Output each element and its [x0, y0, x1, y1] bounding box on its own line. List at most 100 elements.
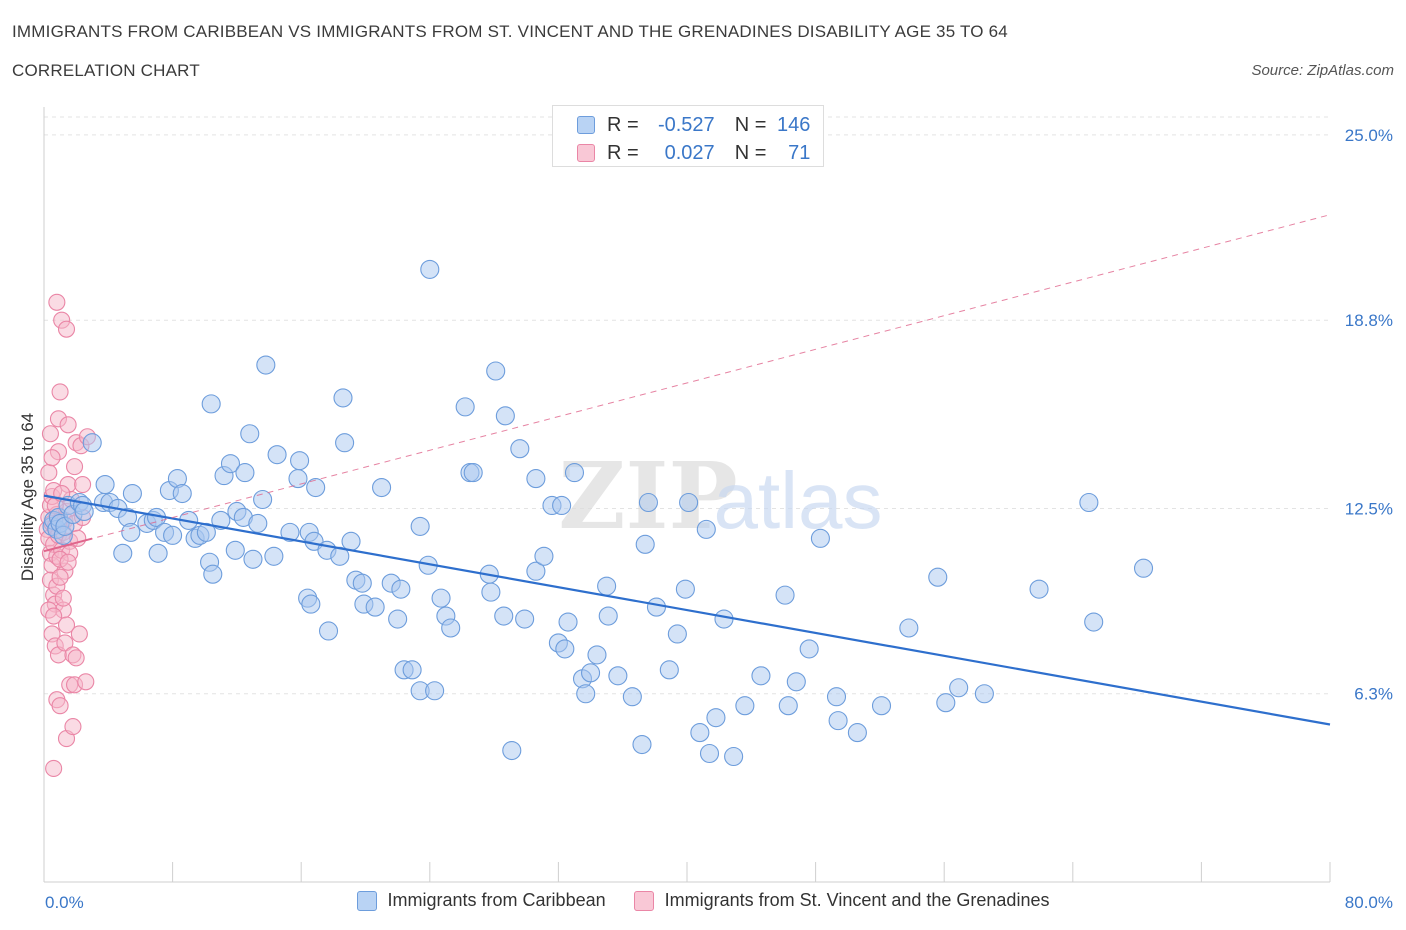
- caribbean-point: [936, 693, 956, 713]
- source-credit: Source: ZipAtlas.com: [1251, 62, 1394, 79]
- st-vincent-trend-line: [43, 214, 1331, 552]
- caribbean-point: [706, 708, 726, 728]
- caribbean-point: [425, 681, 445, 701]
- caribbean-point: [172, 483, 192, 504]
- caribbean-point: [659, 660, 679, 680]
- st-vincent-point: [74, 476, 92, 494]
- grid-lines: [44, 116, 1330, 695]
- caribbean-point: [267, 445, 287, 465]
- caribbean-point: [196, 522, 216, 542]
- r-value: 0.027: [664, 141, 715, 164]
- caribbean-point: [420, 259, 440, 279]
- st-vincent-trend-solid: [43, 537, 93, 553]
- stats-row-caribbean: R = -0.527 N = 146: [577, 113, 810, 137]
- caribbean-point: [526, 561, 546, 581]
- caribbean-point: [580, 663, 601, 683]
- caribbean-trend-line: [43, 494, 1331, 726]
- st-vincent-point: [64, 718, 82, 736]
- caribbean-point: [290, 451, 310, 471]
- caribbean-point: [690, 723, 710, 743]
- y-tick-label: 12.5%: [1345, 499, 1393, 518]
- watermark-atlas: atlas: [714, 456, 883, 545]
- chart-subtitle: CORRELATION CHART: [12, 61, 200, 80]
- st-vincent-point: [77, 673, 95, 691]
- caribbean-point: [455, 397, 475, 417]
- st-vincent-point: [51, 383, 69, 401]
- st-vincent-point: [48, 293, 66, 311]
- caribbean-point: [301, 594, 321, 614]
- caribbean-point: [240, 424, 260, 444]
- y-axis-label: Disability Age 35 to 64: [18, 413, 37, 581]
- caribbean-point: [148, 543, 168, 563]
- caribbean-point: [555, 639, 575, 659]
- caribbean-point: [638, 492, 658, 513]
- caribbean-point: [679, 492, 699, 513]
- caribbean-point: [558, 612, 578, 632]
- caribbean-point: [928, 567, 948, 587]
- r-value: -0.527: [657, 113, 715, 136]
- x-tick-label: 80.0%: [1345, 893, 1393, 912]
- st-vincent-point: [59, 416, 77, 434]
- caribbean-point: [828, 711, 848, 731]
- caribbean-point: [113, 543, 133, 563]
- chart-title: IMMIGRANTS FROM CARIBBEAN VS IMMIGRANTS …: [12, 22, 1008, 41]
- caribbean-point: [799, 639, 819, 659]
- caribbean-point: [243, 549, 263, 569]
- st-vincent-point: [51, 697, 69, 715]
- caribbean-point: [646, 597, 667, 617]
- caribbean-point: [253, 489, 273, 510]
- st-vincent-point: [41, 425, 59, 443]
- caribbean-point: [341, 531, 361, 551]
- caribbean-point: [1079, 492, 1099, 513]
- caribbean-point: [826, 687, 847, 707]
- caribbean-point: [95, 475, 115, 495]
- caribbean-swatch: [577, 116, 595, 134]
- caribbean-point: [335, 433, 355, 453]
- caribbean-point: [441, 618, 461, 638]
- st-vincent-point: [45, 607, 63, 625]
- r-label: R =: [607, 113, 639, 136]
- caribbean-point: [622, 687, 642, 707]
- caribbean-point: [1084, 612, 1104, 632]
- caribbean-point: [225, 540, 245, 560]
- caribbean-point: [1029, 579, 1049, 599]
- caribbean-point: [786, 672, 806, 692]
- tick-labels: 6.3% 12.5% 18.8% 25.0% 0.0% 80.0%: [45, 126, 1393, 912]
- caribbean-point: [352, 573, 372, 593]
- caribbean-point: [388, 609, 408, 629]
- caribbean-point: [526, 469, 546, 489]
- caribbean-point: [1133, 558, 1154, 578]
- st-vincent-legend-label: Immigrants from St. Vincent and the Gren…: [664, 890, 1050, 910]
- st-vincent-legend-swatch: [633, 890, 654, 911]
- caribbean-point: [74, 501, 94, 522]
- y-tick-label: 25.0%: [1345, 126, 1393, 145]
- st-vincent-point: [45, 759, 63, 777]
- trend-lines: [43, 214, 1331, 726]
- caribbean-point: [365, 597, 385, 617]
- y-tick-label: 18.8%: [1345, 311, 1393, 330]
- y-tick-label: 6.3%: [1354, 685, 1393, 704]
- st-vincent-point: [59, 553, 77, 571]
- caribbean-point: [248, 513, 268, 533]
- n-value: 146: [777, 113, 811, 136]
- caribbean-point: [391, 579, 411, 599]
- caribbean-point: [847, 723, 867, 743]
- st-vincent-point: [67, 649, 85, 667]
- caribbean-point: [597, 576, 617, 596]
- st-vincent-point: [57, 320, 76, 338]
- st-vincent-point: [40, 464, 58, 482]
- caribbean-point: [431, 588, 451, 608]
- caribbean-point: [235, 463, 255, 483]
- caribbean-point: [778, 696, 798, 716]
- caribbean-point: [974, 684, 994, 704]
- caribbean-point: [696, 519, 716, 539]
- st-vincent-point: [56, 634, 74, 652]
- caribbean-point: [515, 609, 535, 629]
- caribbean-point: [667, 624, 687, 644]
- caribbean-point: [402, 660, 422, 680]
- caribbean-point: [372, 477, 392, 498]
- caribbean-point: [552, 495, 572, 516]
- series-caribbean-points: [42, 259, 1154, 767]
- caribbean-point: [871, 696, 892, 716]
